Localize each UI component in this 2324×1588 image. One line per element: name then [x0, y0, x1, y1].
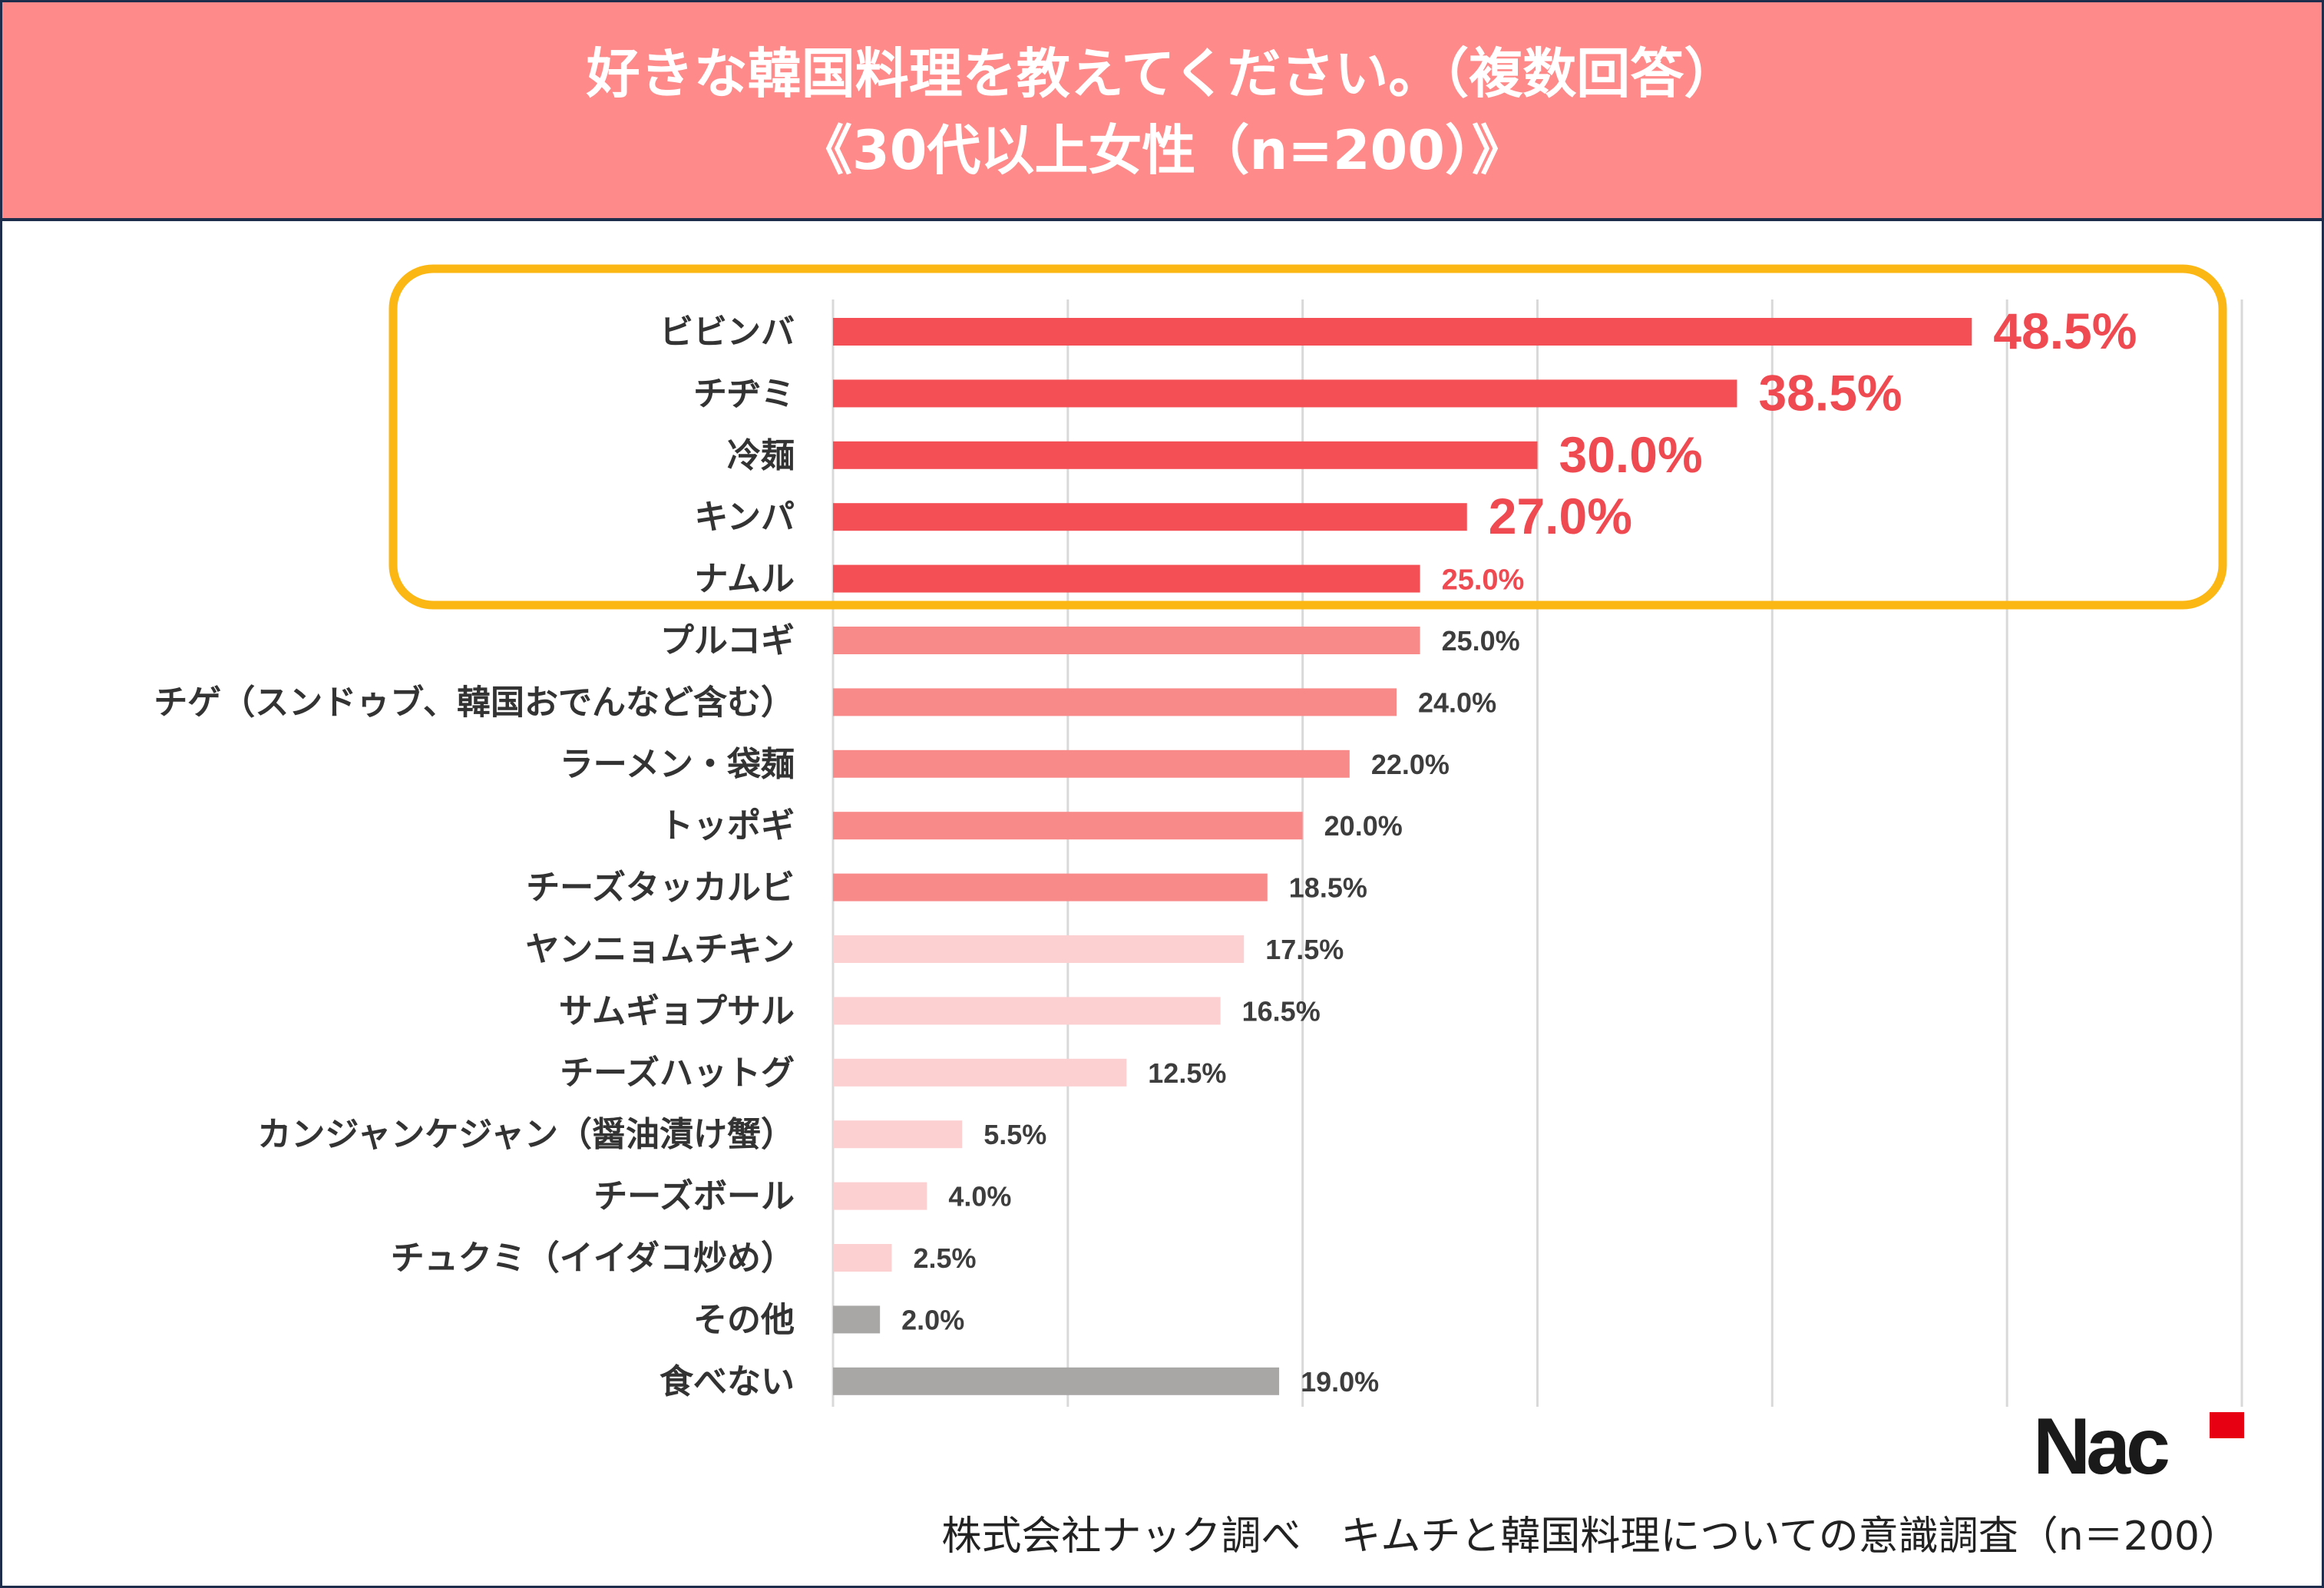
logo-red-mark: [2210, 1412, 2244, 1438]
category-label: チーズタッカルビ: [526, 868, 795, 908]
bar: [833, 1305, 881, 1334]
category-label: ナムル: [694, 560, 795, 599]
category-label: ビビンバ: [660, 313, 795, 352]
bar: [833, 1120, 963, 1149]
category-label: ヤンニョムチキン: [525, 930, 795, 969]
bar: [833, 812, 1303, 840]
category-label: その他: [693, 1300, 795, 1339]
source-note: 株式会社ナック調べ キムチと韓国料理についての意識調査（n＝200）: [941, 1514, 2240, 1560]
category-label: チーズボール: [593, 1177, 795, 1216]
category-label: 冷麺: [727, 436, 795, 475]
category-label: カンジャンケジャン（醤油漬け蟹）: [257, 1115, 795, 1154]
category-label: プルコギ: [660, 621, 795, 660]
bar: [833, 873, 1268, 902]
data-label: 19.0%: [1301, 1366, 1379, 1398]
category-label: キンパ: [694, 498, 795, 537]
bar: [833, 441, 1538, 469]
data-label: 18.5%: [1289, 872, 1367, 904]
chart-title: 好きな韓国料理を教えてください。（複数回答）: [586, 42, 1738, 105]
bar: [833, 1182, 927, 1210]
data-label: 38.5%: [1758, 364, 1902, 421]
data-label: 25.0%: [1442, 625, 1520, 657]
data-label: 2.5%: [913, 1242, 976, 1274]
data-label: 20.0%: [1324, 810, 1403, 842]
category-label: チゲ（スンドゥブ、韓国おでんなど含む）: [154, 683, 795, 722]
bar: [833, 318, 1972, 346]
bar: [833, 1058, 1127, 1087]
chart-subtitle: 《30代以上女性（n=200）》: [798, 119, 1526, 182]
category-label: チヂミ: [693, 374, 795, 413]
data-label: 30.0%: [1559, 426, 1703, 483]
bar: [833, 749, 1350, 778]
data-label: 27.0%: [1489, 488, 1632, 544]
category-label: チーズハットグ: [560, 1054, 795, 1093]
highlight-box: [388, 264, 2227, 610]
data-label: 12.5%: [1148, 1057, 1226, 1089]
bar: [833, 997, 1221, 1025]
data-label: 2.0%: [901, 1304, 964, 1335]
data-label: 5.5%: [983, 1119, 1046, 1150]
data-label: 22.0%: [1371, 749, 1450, 780]
logo-text: Nac: [2033, 1409, 2168, 1478]
category-label: ラーメン・袋麺: [560, 745, 795, 784]
bar: [833, 564, 1420, 593]
category-label: トッポギ: [660, 806, 795, 845]
data-label: 48.5%: [1993, 303, 2137, 359]
nac-logo: Nac: [2033, 1409, 2244, 1478]
bar: [833, 379, 1737, 408]
bar: [833, 1244, 892, 1272]
bar: [833, 627, 1420, 654]
bar: [833, 935, 1245, 963]
data-label: 17.5%: [1265, 934, 1344, 965]
category-label: 食べない: [660, 1362, 795, 1401]
bar: [833, 688, 1397, 716]
bar: [833, 1367, 1280, 1395]
category-label: チュクミ（イイダコ炒め）: [391, 1239, 795, 1278]
data-label: 4.0%: [948, 1181, 1011, 1213]
data-label: 16.5%: [1242, 995, 1321, 1027]
category-label: サムギョプサル: [559, 991, 795, 1031]
data-label: 25.0%: [1442, 564, 1525, 597]
title-banner: 好きな韓国料理を教えてください。（複数回答） 《30代以上女性（n=200）》: [2, 2, 2322, 221]
data-label: 24.0%: [1418, 686, 1496, 718]
bar: [833, 503, 1467, 531]
